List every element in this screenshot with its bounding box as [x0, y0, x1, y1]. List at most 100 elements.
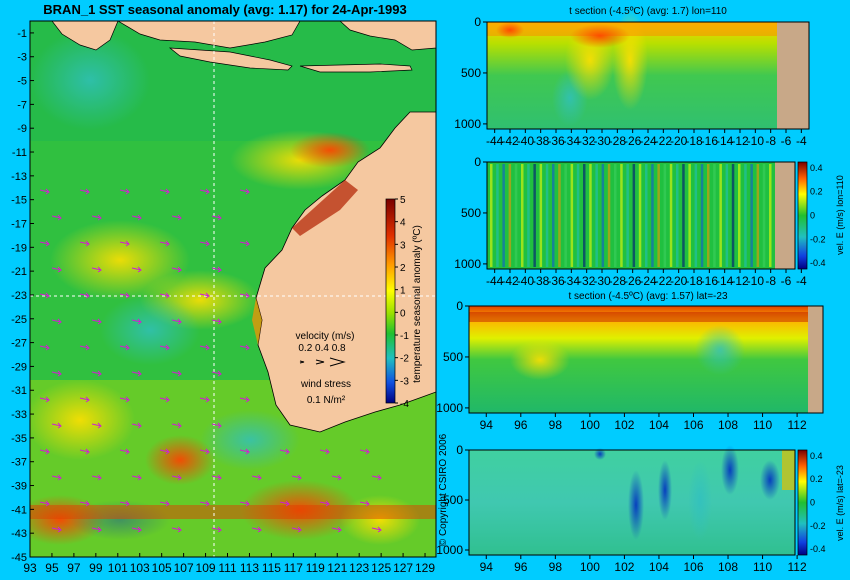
- section-x-tick-label: -42: [501, 274, 519, 288]
- section-x-tick-label: 112: [788, 418, 807, 432]
- main-x-tick-label: 113: [240, 561, 259, 575]
- section-x-tick-label: 96: [514, 418, 528, 432]
- section-x-tick-label: -8: [765, 274, 776, 288]
- wind-arrow: [211, 370, 222, 377]
- section-x-tick-label: -30: [593, 134, 611, 148]
- wind-arrow: [159, 240, 170, 247]
- section3-axes: 94 96 98 100 102 104 106 108 110 112 0 500 1000: [436, 299, 807, 432]
- wind-arrow: [39, 188, 50, 195]
- wind-arrow: [51, 526, 62, 533]
- copyright: © Copyright CSIRO 2006: [438, 433, 449, 546]
- section-x-tick-label: 112: [788, 560, 807, 574]
- velocity-stripe: [564, 164, 567, 267]
- section-x-tick-label: -14: [716, 274, 734, 288]
- wind-arrow: [119, 344, 130, 351]
- velocity-stripe: [533, 164, 536, 267]
- section-x-tick-label: -8: [765, 134, 776, 148]
- wind-arrow: [159, 344, 170, 351]
- temp-colorbar-tick-label: 3: [400, 240, 406, 251]
- wind-arrow: [131, 422, 142, 429]
- wind-arrow: [199, 292, 210, 299]
- section-x-tick-label: -36: [547, 134, 565, 148]
- wind-arrow: [319, 448, 330, 455]
- wind-arrow: [51, 266, 62, 273]
- section-x-tick-label: -28: [609, 134, 627, 148]
- wind-arrow: [171, 526, 182, 533]
- wind-arrow: [359, 448, 370, 455]
- wind-arrow: [131, 318, 142, 325]
- wind-arrow: [199, 344, 210, 351]
- wind-arrow: [171, 474, 182, 481]
- section-x-tick-label: -32: [578, 274, 596, 288]
- velocity-stripe: [657, 164, 660, 267]
- velocity-stripe: [539, 164, 543, 267]
- wind-arrow: [91, 370, 102, 377]
- section-colorbar-tick-label: 0.4: [810, 451, 823, 461]
- wind-arrow: [291, 474, 302, 481]
- wind-arrow: [211, 318, 222, 325]
- main-x-tick-label: 129: [415, 561, 435, 575]
- wind-arrow: [131, 214, 142, 221]
- velocity-stripe: [614, 164, 617, 267]
- main-y-tick-label: -7: [17, 99, 27, 111]
- section-x-tick-label: -24: [639, 134, 657, 148]
- velocity-stripe: [576, 164, 580, 267]
- main-y-tick-label: -9: [17, 123, 27, 135]
- section-x-tick-label: 106: [683, 418, 703, 432]
- wind-arrow: [51, 318, 62, 325]
- section-colorbar-tick-label: -0.4: [810, 544, 826, 554]
- land-java: [168, 47, 293, 71]
- section-x-tick-label: 102: [614, 560, 634, 574]
- section-x-tick-label: -14: [716, 134, 734, 148]
- wind-arrow: [239, 500, 250, 507]
- wind-arrow: [51, 422, 62, 429]
- wind-arrow: [79, 500, 90, 507]
- section4-colorbar: [797, 449, 808, 556]
- velocity-stripe: [750, 164, 753, 267]
- main-y-tick-label: -33: [11, 409, 27, 421]
- temp-colorbar-tick-label: 5: [400, 195, 406, 206]
- wind-arrow: [239, 292, 250, 299]
- temp-colorbar-tick-label: 0: [400, 308, 406, 319]
- velocity-stripe: [651, 164, 654, 267]
- section4-plot: [469, 445, 795, 555]
- wind-arrow: [199, 396, 210, 403]
- main-y-tick-label: -15: [11, 195, 27, 207]
- main-x-tick-label: 115: [262, 561, 281, 575]
- wind-arrow: [131, 370, 142, 377]
- section-y-tick-label: 1000: [436, 401, 463, 415]
- main-y-tick-label: -21: [11, 266, 27, 278]
- main-y-tick-label: -13: [11, 171, 27, 183]
- velocity-stripe: [601, 164, 605, 267]
- section-x-tick-label: -44: [486, 274, 504, 288]
- main-x-tick-label: 93: [23, 561, 37, 575]
- land-lesser-sunda: [299, 63, 413, 73]
- wind-arrow: [79, 344, 90, 351]
- section-y-tick-label: 500: [443, 350, 463, 364]
- wind-arrow: [331, 526, 342, 533]
- wind-arrow: [199, 188, 210, 195]
- wind-arrow: [251, 526, 262, 533]
- velocity-stripe: [545, 164, 549, 267]
- section-colorbar-tick-label: 0.2: [810, 187, 823, 197]
- velocity-stripe: [688, 164, 691, 267]
- main-x-tick-label: 123: [349, 561, 369, 575]
- section-x-tick-label: -10: [747, 134, 765, 148]
- main-y-tick-label: -41: [11, 504, 27, 516]
- section-x-tick-label: -4: [796, 274, 807, 288]
- velocity-stripe: [521, 164, 524, 267]
- section-x-tick-label: 96: [514, 560, 528, 574]
- section-x-tick-label: 110: [753, 560, 772, 574]
- section-x-tick-label: -16: [701, 134, 719, 148]
- velocity-stripe: [663, 164, 667, 267]
- section-y-tick-label: 1000: [436, 543, 463, 557]
- main-y-tick-label: -29: [11, 361, 27, 373]
- wind-arrow: [251, 474, 262, 481]
- wind-arrow: [131, 474, 142, 481]
- wind-arrow: [239, 396, 250, 403]
- section-x-tick-label: -6: [781, 134, 792, 148]
- velocity-stripe: [676, 164, 679, 267]
- section-x-tick-label: 100: [580, 418, 600, 432]
- land-sumatra: [51, 21, 119, 51]
- section-x-tick-label: 110: [753, 418, 772, 432]
